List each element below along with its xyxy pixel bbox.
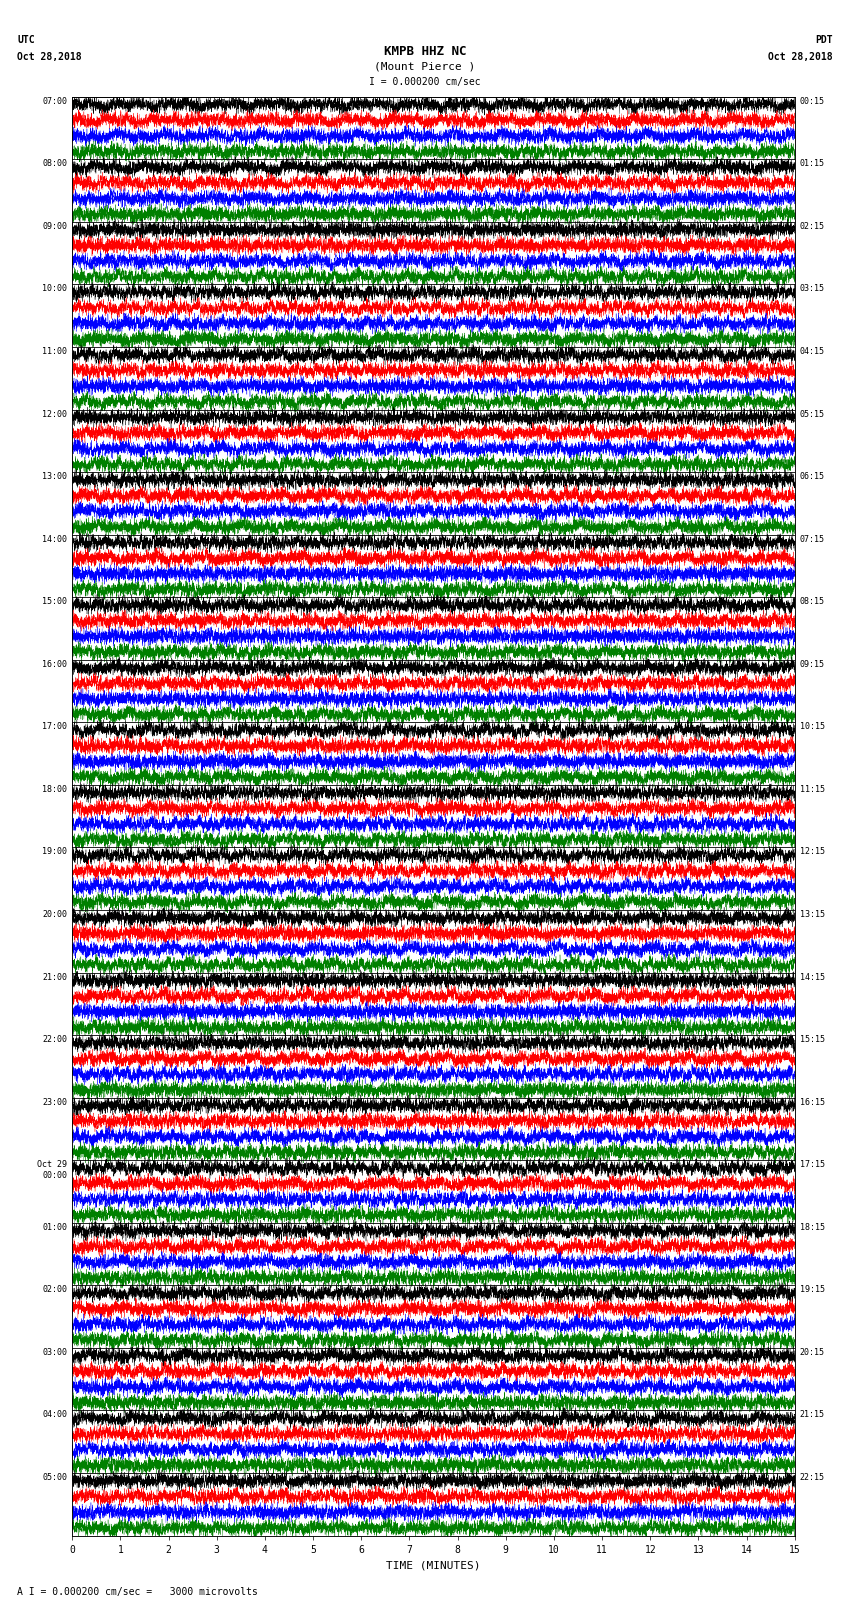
Text: (Mount Pierce ): (Mount Pierce ): [374, 61, 476, 71]
Text: PDT: PDT: [815, 35, 833, 45]
Text: Oct 28,2018: Oct 28,2018: [768, 52, 833, 61]
Text: KMPB HHZ NC: KMPB HHZ NC: [383, 45, 467, 58]
Text: I = 0.000200 cm/sec: I = 0.000200 cm/sec: [369, 77, 481, 87]
Text: A I = 0.000200 cm/sec =   3000 microvolts: A I = 0.000200 cm/sec = 3000 microvolts: [17, 1587, 258, 1597]
Text: UTC: UTC: [17, 35, 35, 45]
Text: Oct 28,2018: Oct 28,2018: [17, 52, 82, 61]
X-axis label: TIME (MINUTES): TIME (MINUTES): [386, 1560, 481, 1569]
